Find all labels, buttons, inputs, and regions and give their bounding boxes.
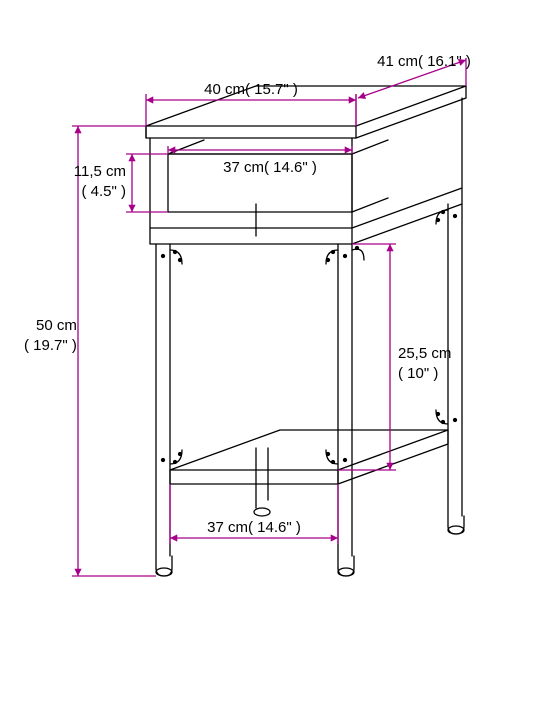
label-left-h1: 50 cm (36, 317, 77, 334)
label-inner-open: 37 cm( 14.6" ) (223, 159, 317, 176)
label-bottom-w: 37 cm( 14.6" ) (207, 519, 301, 536)
label-gap2a: 25,5 cm (398, 345, 451, 362)
dimension-drawing: 40 cm( 15.7" ) 41 cm( 16.1" ) 37 cm( 14.… (0, 0, 540, 720)
label-top-width: 40 cm( 15.7" ) (204, 81, 298, 98)
label-left-h2: ( 19.7" ) (24, 337, 77, 354)
dimension-lines (72, 58, 466, 576)
label-gap1b: ( 4.5" ) (81, 183, 126, 200)
label-gap2b: ( 10" ) (398, 365, 438, 382)
label-top-depth: 41 cm( 16.1" ) (377, 53, 471, 70)
label-gap1a: 11,5 cm (74, 163, 126, 180)
